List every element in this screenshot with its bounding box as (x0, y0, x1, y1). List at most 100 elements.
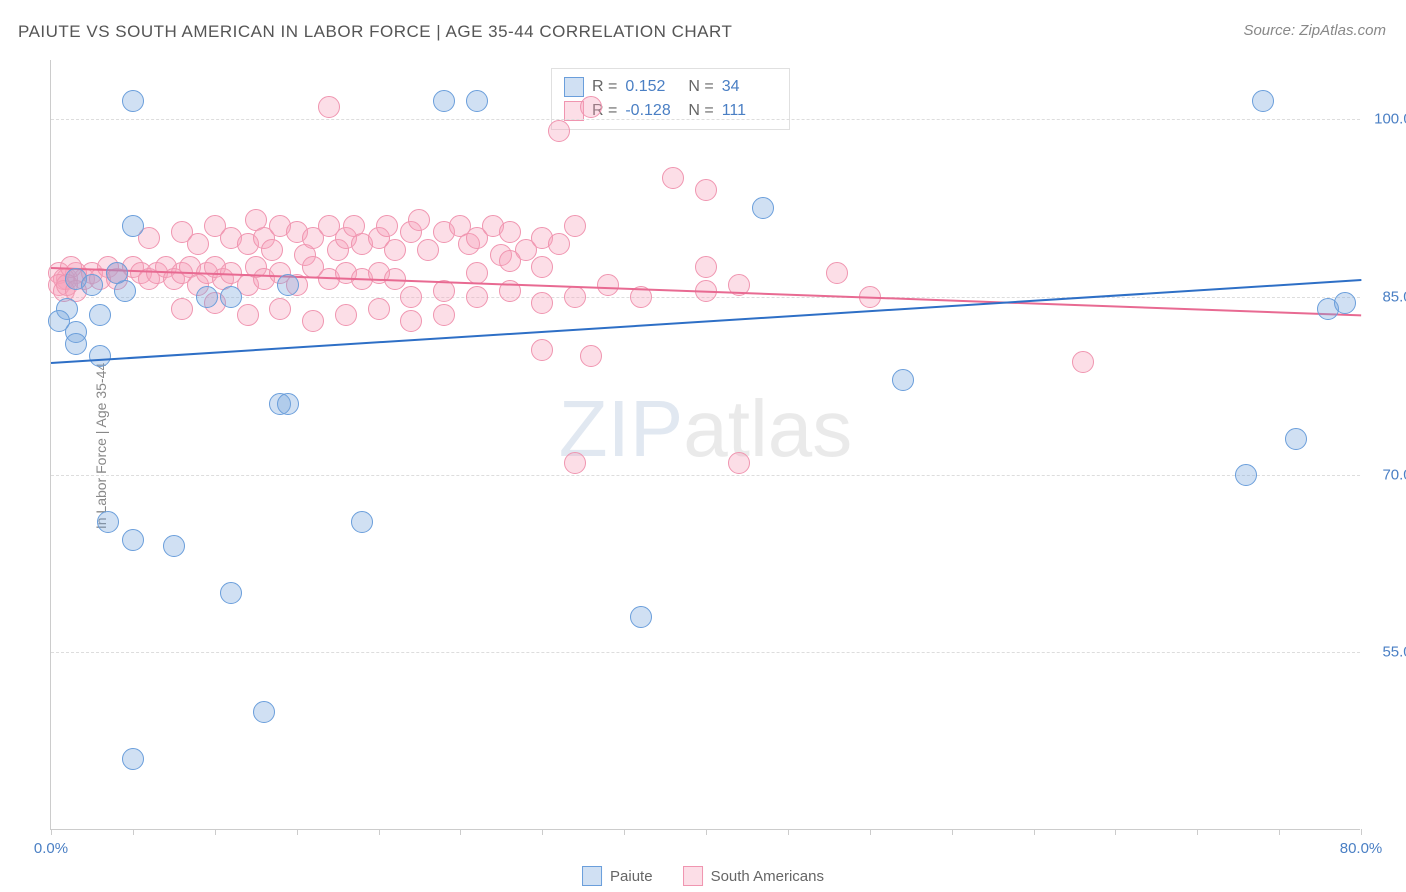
data-point-paiute (65, 333, 87, 355)
legend-label-paiute: Paiute (610, 868, 653, 885)
data-point-south-american (531, 256, 553, 278)
x-tick (788, 829, 789, 835)
data-point-paiute (81, 274, 103, 296)
stats-n-value-sa: 111 (722, 102, 777, 120)
x-tick (1361, 829, 1362, 835)
legend: Paiute South Americans (582, 866, 824, 886)
stats-n-value-paiute: 34 (722, 78, 777, 96)
data-point-paiute (122, 529, 144, 551)
legend-item-sa: South Americans (683, 866, 824, 886)
data-point-south-american (335, 304, 357, 326)
data-point-south-american (564, 286, 586, 308)
data-point-south-american (695, 179, 717, 201)
data-point-south-american (728, 452, 750, 474)
x-tick (952, 829, 953, 835)
data-point-south-american (400, 310, 422, 332)
x-tick (1279, 829, 1280, 835)
data-point-paiute (892, 369, 914, 391)
data-point-south-american (826, 262, 848, 284)
stats-row-paiute: R = 0.152 N = 34 (564, 75, 777, 99)
y-tick-label: 100.0% (1365, 111, 1406, 128)
data-point-south-american (564, 452, 586, 474)
data-point-paiute (220, 582, 242, 604)
x-tick (1034, 829, 1035, 835)
x-tick (297, 829, 298, 835)
legend-swatch-sa (683, 866, 703, 886)
stats-r-value-paiute: 0.152 (625, 78, 680, 96)
data-point-south-american (376, 215, 398, 237)
data-point-south-american (261, 239, 283, 261)
stats-n-label: N = (688, 78, 713, 96)
data-point-paiute (122, 90, 144, 112)
data-point-south-american (269, 298, 291, 320)
x-tick (215, 829, 216, 835)
x-tick (1197, 829, 1198, 835)
data-point-paiute (1285, 428, 1307, 450)
stats-swatch-paiute (564, 77, 584, 97)
data-point-paiute (89, 304, 111, 326)
watermark-part2: atlas (683, 384, 852, 473)
plot-area: ZIPatlas R = 0.152 N = 34 R = -0.128 N =… (50, 60, 1360, 830)
data-point-south-american (499, 221, 521, 243)
x-tick (624, 829, 625, 835)
data-point-paiute (220, 286, 242, 308)
gridline (51, 119, 1360, 120)
data-point-south-american (695, 256, 717, 278)
data-point-south-american (302, 310, 324, 332)
data-point-south-american (580, 345, 602, 367)
data-point-south-american (548, 120, 570, 142)
data-point-paiute (196, 286, 218, 308)
data-point-south-american (368, 298, 390, 320)
data-point-south-american (187, 233, 209, 255)
y-tick-label: 85.0% (1365, 288, 1406, 305)
data-point-south-american (548, 233, 570, 255)
x-tick (706, 829, 707, 835)
data-point-paiute (97, 511, 119, 533)
data-point-south-american (564, 215, 586, 237)
data-point-south-american (499, 250, 521, 272)
data-point-paiute (48, 310, 70, 332)
stats-r-value-sa: -0.128 (625, 102, 680, 120)
data-point-south-american (237, 304, 259, 326)
data-point-paiute (89, 345, 111, 367)
x-tick-label: 0.0% (34, 840, 68, 857)
data-point-paiute (277, 393, 299, 415)
data-point-paiute (163, 535, 185, 557)
data-point-south-american (433, 304, 455, 326)
data-point-south-american (597, 274, 619, 296)
data-point-south-american (580, 96, 602, 118)
x-tick (379, 829, 380, 835)
data-point-paiute (1235, 464, 1257, 486)
stats-n-label: N = (688, 102, 713, 120)
data-point-south-american (466, 262, 488, 284)
x-tick (133, 829, 134, 835)
x-tick (460, 829, 461, 835)
data-point-south-american (1072, 351, 1094, 373)
data-point-paiute (253, 701, 275, 723)
gridline (51, 475, 1360, 476)
data-point-south-american (171, 298, 193, 320)
data-point-paiute (433, 90, 455, 112)
y-tick-label: 55.0% (1365, 644, 1406, 661)
data-point-paiute (122, 748, 144, 770)
data-point-paiute (752, 197, 774, 219)
data-point-south-american (408, 209, 430, 231)
data-point-paiute (351, 511, 373, 533)
data-point-paiute (1252, 90, 1274, 112)
data-point-paiute (1334, 292, 1356, 314)
data-point-south-american (531, 292, 553, 314)
data-point-south-american (318, 96, 340, 118)
chart-container: { "title": "PAIUTE VS SOUTH AMERICAN IN … (0, 0, 1406, 892)
data-point-paiute (466, 90, 488, 112)
data-point-south-american (400, 286, 422, 308)
x-tick (51, 829, 52, 835)
source-attribution: Source: ZipAtlas.com (1243, 22, 1386, 39)
data-point-south-american (384, 239, 406, 261)
data-point-south-american (417, 239, 439, 261)
legend-label-sa: South Americans (711, 868, 824, 885)
legend-item-paiute: Paiute (582, 866, 653, 886)
y-tick-label: 70.0% (1365, 466, 1406, 483)
data-point-paiute (122, 215, 144, 237)
stats-r-label: R = (592, 78, 617, 96)
x-tick (1115, 829, 1116, 835)
